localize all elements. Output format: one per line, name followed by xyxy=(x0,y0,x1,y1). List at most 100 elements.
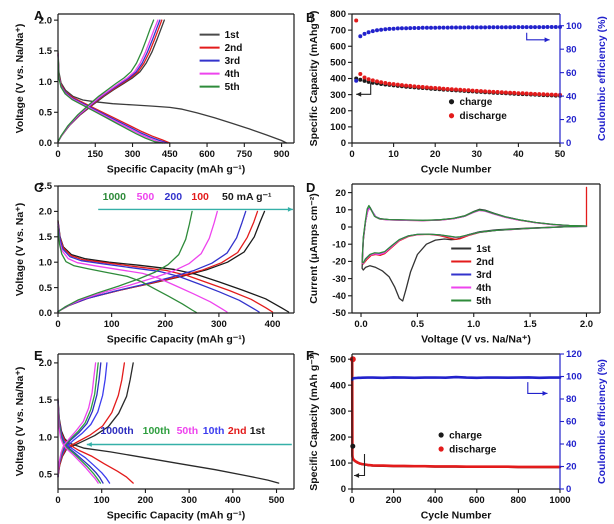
svg-text:1st: 1st xyxy=(225,30,240,41)
svg-text:-30: -30 xyxy=(332,274,346,285)
svg-text:charge: charge xyxy=(460,97,493,108)
svg-text:2.0: 2.0 xyxy=(39,207,52,218)
svg-text:1.0: 1.0 xyxy=(467,319,480,330)
svg-text:0: 0 xyxy=(341,222,346,233)
svg-text:300: 300 xyxy=(330,90,346,101)
svg-text:400: 400 xyxy=(225,495,241,506)
panel-d-letter: D xyxy=(306,180,316,195)
svg-text:-20: -20 xyxy=(332,257,346,268)
svg-text:100: 100 xyxy=(566,372,582,383)
svg-text:20: 20 xyxy=(335,188,346,199)
svg-text:1.0: 1.0 xyxy=(39,432,52,443)
svg-text:800: 800 xyxy=(510,495,526,506)
svg-text:0.5: 0.5 xyxy=(39,107,53,118)
svg-text:2nd: 2nd xyxy=(225,43,243,54)
panel-e-letter: E xyxy=(34,348,43,363)
svg-text:2.0: 2.0 xyxy=(39,358,52,369)
panel-a-letter: A xyxy=(34,8,44,23)
panel-a: A 0 150 300 450 600 750 900 Specific Capacity (… xyxy=(12,8,304,176)
svg-text:200: 200 xyxy=(137,495,153,506)
svg-text:600: 600 xyxy=(199,149,215,160)
svg-text:100: 100 xyxy=(566,21,582,32)
svg-text:60: 60 xyxy=(566,417,577,428)
svg-text:discharge: discharge xyxy=(449,445,497,456)
svg-text:Specific Capacity (mAh g⁻¹): Specific Capacity (mAh g⁻¹) xyxy=(107,510,246,522)
panel-a-plot: 0 150 300 450 600 750 900 Specific Capacity (mA… xyxy=(14,13,295,176)
svg-text:1st: 1st xyxy=(476,244,491,255)
svg-text:1.5: 1.5 xyxy=(39,46,53,57)
panel-d: D 0.0 0.5 1.0 1.5 2.0 Voltage (V vs. Na/Na⁺) -… xyxy=(306,178,610,346)
svg-text:1000th: 1000th xyxy=(100,425,133,437)
svg-text:2.0: 2.0 xyxy=(580,319,593,330)
svg-text:100: 100 xyxy=(104,319,120,330)
svg-text:Current (μAmps cm⁻²): Current (μAmps cm⁻²) xyxy=(308,193,320,304)
svg-text:Specific Capacity (mAh g⁻¹): Specific Capacity (mAh g⁻¹) xyxy=(107,334,246,346)
svg-text:0.5: 0.5 xyxy=(39,469,53,480)
svg-text:-50: -50 xyxy=(332,308,346,319)
svg-text:400: 400 xyxy=(427,495,443,506)
svg-text:2nd: 2nd xyxy=(476,257,494,268)
svg-text:100: 100 xyxy=(330,458,346,469)
svg-text:20: 20 xyxy=(430,149,441,160)
svg-text:600: 600 xyxy=(330,41,346,52)
svg-text:0.5: 0.5 xyxy=(39,283,53,294)
panel-e-plot: 0 100 200 300 400 500 Specific Capacity (mAh g… xyxy=(14,353,295,522)
panel-b-letter: B xyxy=(306,10,316,25)
svg-text:400: 400 xyxy=(330,74,346,85)
svg-text:40: 40 xyxy=(566,439,577,450)
svg-text:1.5: 1.5 xyxy=(39,395,53,406)
svg-text:Coulombic efficiency (%): Coulombic efficiency (%) xyxy=(596,16,608,141)
panel-b: B 0 10 20 30 40 50 Cycle Number 0 100 200 300 400 50… xyxy=(306,8,610,176)
svg-text:200: 200 xyxy=(386,495,402,506)
svg-text:Coulombic efficiency (%): Coulombic efficiency (%) xyxy=(596,359,608,484)
svg-text:1.0: 1.0 xyxy=(39,257,52,268)
panel-e: E 0 100 200 300 400 500 Specific Capacity (mAh… xyxy=(12,348,304,522)
svg-text:100: 100 xyxy=(94,495,110,506)
svg-text:80: 80 xyxy=(566,44,577,55)
svg-text:0: 0 xyxy=(566,138,571,149)
svg-text:0: 0 xyxy=(566,484,571,495)
svg-text:10: 10 xyxy=(335,205,346,216)
svg-text:5th: 5th xyxy=(225,82,240,93)
svg-text:600: 600 xyxy=(469,495,485,506)
svg-text:40: 40 xyxy=(566,91,577,102)
svg-text:0: 0 xyxy=(341,484,346,495)
svg-text:1.0: 1.0 xyxy=(39,77,52,88)
svg-text:400: 400 xyxy=(265,319,281,330)
svg-text:2.0: 2.0 xyxy=(39,15,52,26)
svg-text:300: 300 xyxy=(211,319,227,330)
svg-text:200: 200 xyxy=(330,106,346,117)
svg-text:Specific Capacity (mAh g⁻¹): Specific Capacity (mAh g⁻¹) xyxy=(107,164,246,176)
svg-text:1.5: 1.5 xyxy=(39,232,53,243)
panel-c-letter: C xyxy=(34,180,44,195)
svg-text:Specific Capacity (mAh g⁻¹): Specific Capacity (mAh g⁻¹) xyxy=(308,352,320,491)
svg-text:charge: charge xyxy=(449,431,482,442)
svg-text:0: 0 xyxy=(349,495,354,506)
svg-text:60: 60 xyxy=(566,68,577,79)
svg-text:-40: -40 xyxy=(332,291,346,302)
svg-text:0: 0 xyxy=(55,495,60,506)
svg-text:500: 500 xyxy=(137,191,155,203)
svg-text:400: 400 xyxy=(330,380,346,391)
svg-text:40: 40 xyxy=(513,149,524,160)
panel-f: F 0 200 400 600 800 1000 Cycle Number 0 100 200 30… xyxy=(306,348,610,522)
svg-text:3rd: 3rd xyxy=(225,56,241,67)
svg-text:200: 200 xyxy=(157,319,173,330)
svg-text:20: 20 xyxy=(566,462,577,473)
svg-text:2nd: 2nd xyxy=(228,425,247,437)
svg-text:20: 20 xyxy=(566,115,577,126)
svg-text:1st: 1st xyxy=(250,425,266,437)
svg-text:300: 300 xyxy=(181,495,197,506)
svg-text:150: 150 xyxy=(87,149,103,160)
svg-text:120: 120 xyxy=(566,349,582,360)
svg-text:1000: 1000 xyxy=(549,495,570,506)
panel-c-plot: 0 100 200 300 400 Specific Capacity (mAh g⁻¹)… xyxy=(14,181,295,346)
svg-text:4th: 4th xyxy=(476,283,491,294)
svg-text:30: 30 xyxy=(472,149,483,160)
svg-text:2.5: 2.5 xyxy=(39,181,53,192)
svg-text:500: 500 xyxy=(269,495,285,506)
svg-text:300: 300 xyxy=(330,406,346,417)
